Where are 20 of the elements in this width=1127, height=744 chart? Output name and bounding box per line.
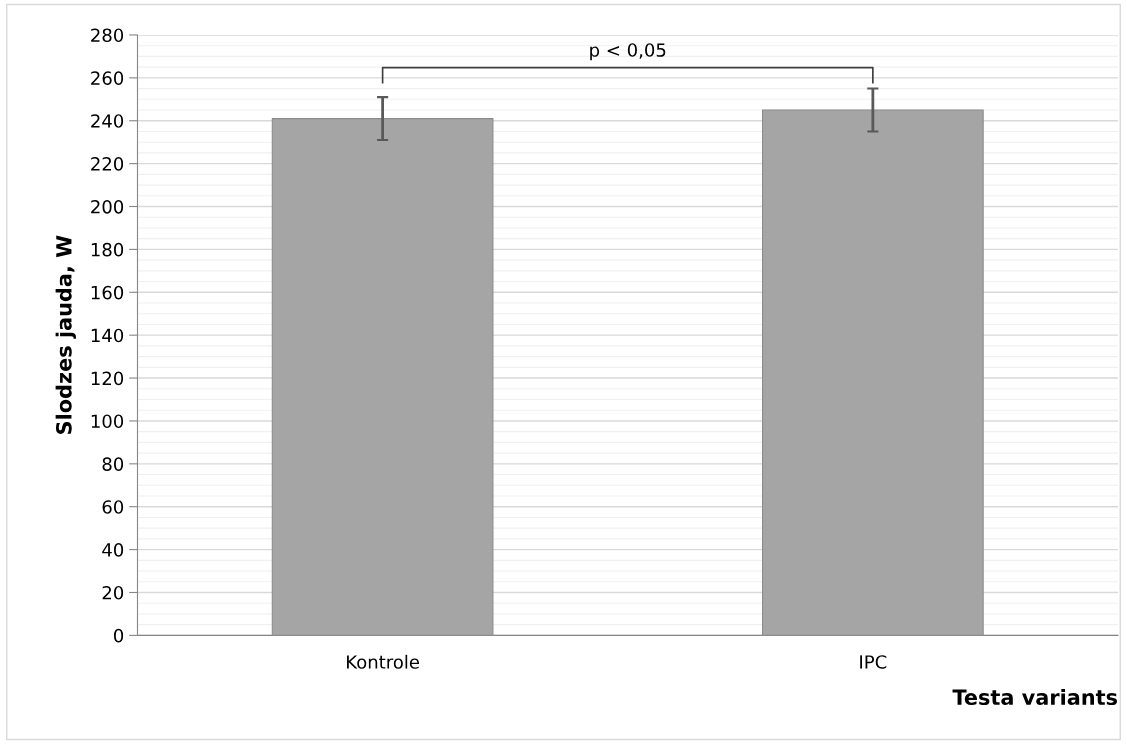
y-tick-label: 100: [91, 414, 124, 429]
y-tick-label: 60: [102, 500, 124, 514]
y-tick-label: 120: [91, 371, 124, 386]
y-tick-label: 260: [91, 71, 124, 85]
y-tick-label: 200: [91, 199, 124, 214]
y-tick-label: 280: [91, 28, 124, 43]
y-tick-label: 20: [102, 585, 124, 600]
y-tick-label: 220: [91, 157, 124, 171]
annotation: p < 0,05: [590, 43, 666, 61]
y-tick-label: 160: [91, 285, 124, 300]
x-tick-label: IPC: [860, 655, 887, 669]
y-axis-title: Slodzes jauda, W: [55, 235, 76, 434]
x-axis-title: Testa variants: [952, 688, 1117, 706]
x-tick-label: Kontrole: [347, 654, 419, 669]
y-tick-label: 0: [114, 628, 124, 643]
y-tick-label: 80: [102, 457, 124, 471]
y-tick-label: 240: [91, 114, 124, 128]
y-tick-label: 40: [102, 543, 124, 557]
y-tick-label: 180: [91, 242, 124, 257]
y-tick-label: 140: [91, 328, 124, 343]
